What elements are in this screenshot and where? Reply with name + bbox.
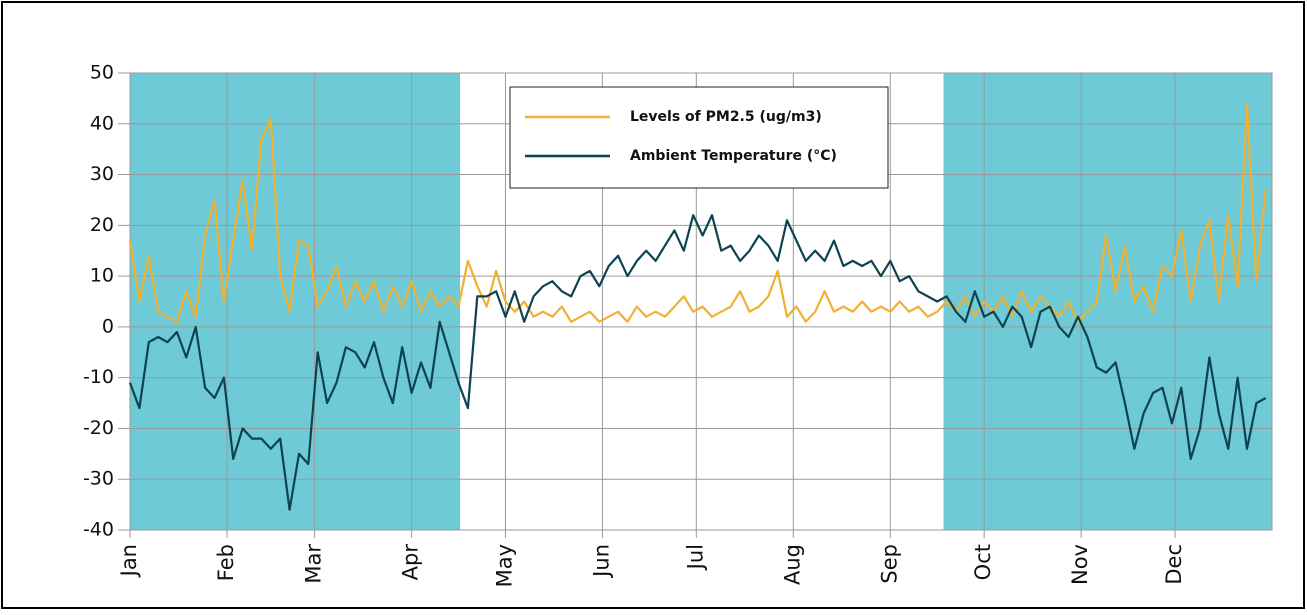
x-tick-label: Aug	[780, 544, 804, 585]
legend-label: Ambient Temperature (°C)	[630, 148, 837, 164]
x-tick-label: May	[492, 544, 516, 587]
y-tick-label: -20	[83, 417, 114, 439]
y-tick-label: 30	[90, 163, 114, 185]
x-tick-label: Oct	[971, 544, 995, 580]
x-tick-label: Jun	[589, 544, 613, 579]
shaded-region	[130, 73, 461, 530]
legend-box	[509, 86, 889, 189]
x-tick-label: Dec	[1162, 544, 1186, 585]
x-tick-label: Mar	[302, 544, 326, 584]
y-tick-label: -30	[83, 468, 114, 490]
x-tick-label: Nov	[1068, 544, 1092, 585]
y-tick-label: 40	[90, 112, 114, 134]
x-tick-label: Jan	[117, 544, 141, 578]
legend-label: Levels of PM2.5 (ug/m3)	[630, 109, 822, 125]
x-tick-label: Sep	[877, 544, 901, 584]
series-line	[128, 214, 1267, 511]
y-tick-label: 0	[102, 315, 114, 337]
x-tick-label: Apr	[399, 544, 423, 581]
y-tick-label: -40	[83, 519, 114, 541]
shaded-region	[943, 73, 1272, 530]
plot-border	[129, 72, 1273, 531]
y-tick-label: -10	[83, 366, 114, 388]
y-tick-label: 50	[90, 62, 114, 84]
y-tick-label: 20	[90, 214, 114, 236]
y-tick-label: 10	[90, 265, 114, 287]
legend: Levels of PM2.5 (ug/m3) Ambient Temperatu…	[509, 86, 889, 189]
x-tick-label: Feb	[214, 544, 238, 581]
x-tick-label: Jul	[683, 544, 707, 571]
